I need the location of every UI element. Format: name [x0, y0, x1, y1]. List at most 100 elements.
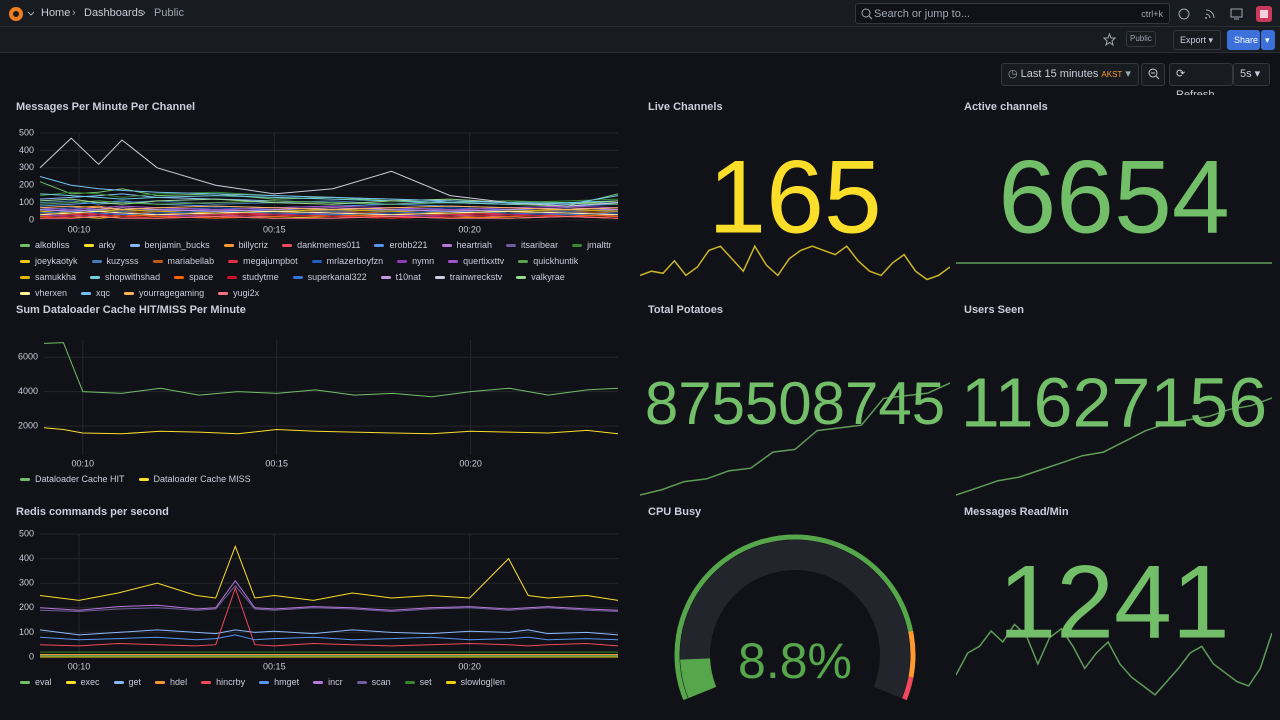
legend-item[interactable]: space: [174, 271, 213, 283]
legend-item[interactable]: yourragegaming: [124, 287, 204, 299]
breadcrumb[interactable]: Dashboards: [84, 7, 144, 19]
legend-item[interactable]: valkyrae: [516, 271, 565, 283]
legend-item[interactable]: vherxen: [20, 287, 67, 299]
legend-swatch: [441, 243, 452, 247]
x-tick-label: 00:15: [263, 224, 286, 234]
legend-label: get: [128, 677, 142, 687]
legend-swatch: [313, 680, 324, 684]
refresh-interval[interactable]: 5s ▾: [1233, 63, 1270, 86]
legend-item[interactable]: Dataloader Cache MISS: [138, 473, 251, 485]
share-menu[interactable]: ▾: [1261, 30, 1275, 50]
y-tick-label: 6000: [18, 352, 38, 362]
legend-item[interactable]: set: [404, 676, 432, 688]
refresh-button[interactable]: ⟳ Refresh: [1169, 63, 1233, 101]
y-tick-label: 200: [19, 602, 34, 612]
legend-item[interactable]: arky: [83, 239, 116, 251]
legend-item[interactable]: samukkha: [20, 271, 76, 283]
panel: 2000 4000 6000 00:10 00:15 00:20 Sum Dataloade…: [8, 298, 636, 498]
stat-value: 165: [708, 139, 882, 255]
legend-label: hmget: [274, 677, 300, 687]
breadcrumb[interactable]: Public: [154, 7, 184, 19]
legend-label: shopwithshad: [105, 272, 161, 282]
legend-item[interactable]: t10nat: [380, 271, 421, 283]
stat-value: 11627156: [961, 363, 1267, 441]
legend-label: heartriah: [456, 240, 493, 250]
legend-item[interactable]: shopwithshad: [90, 271, 160, 283]
series-line: [39, 584, 619, 613]
legend-item[interactable]: mrlazerboyfzn: [311, 255, 384, 267]
stat-value: 1241: [998, 544, 1229, 660]
legend-item[interactable]: hdel: [155, 676, 187, 688]
toolbar: Public Export ▾ Share ▾: [0, 27, 1280, 53]
time-range-picker[interactable]: ◷ Last 15 minutes AKST ▾: [1001, 63, 1139, 86]
x-tick-label: 00:10: [72, 458, 95, 468]
legend-item[interactable]: jmalttr: [572, 239, 612, 251]
legend-item[interactable]: nymn: [397, 255, 434, 267]
y-tick-label: 500: [19, 528, 34, 538]
legend-item[interactable]: hmget: [259, 676, 299, 688]
zoom-icon: [1148, 68, 1160, 80]
legend-item[interactable]: erobb221: [374, 239, 428, 251]
legend-item[interactable]: xqc: [81, 287, 110, 299]
legend-label: mariabellab: [167, 256, 215, 266]
x-tick-label: 00:20: [458, 224, 481, 234]
legend-item[interactable]: quickhuntik: [518, 255, 578, 267]
sparkline: [956, 623, 1272, 696]
gauge-track: [680, 540, 910, 699]
legend-item[interactable]: exec: [65, 676, 100, 688]
legend-item[interactable]: megajumpbot: [228, 255, 298, 267]
legend-item[interactable]: yugi2x: [218, 287, 259, 299]
legend-item[interactable]: quertixxttv: [448, 255, 504, 267]
legend-item[interactable]: incr: [313, 676, 343, 688]
sparkline: [956, 397, 1272, 496]
legend-label: hdel: [170, 677, 188, 687]
logo[interactable]: [8, 5, 34, 23]
legend-label: hincrby: [216, 677, 246, 687]
panel: 8.8% CPU Busy: [640, 500, 950, 700]
legend-item[interactable]: kuzysss: [91, 255, 139, 267]
x-tick-label: 00:20: [458, 661, 481, 671]
panel-chart: 11627156: [956, 363, 1272, 496]
legend-item[interactable]: joeykaotyk: [20, 255, 78, 267]
series-line: [39, 214, 619, 219]
share-button[interactable]: Share: [1227, 30, 1260, 50]
legend-item[interactable]: Dataloader Cache HIT: [20, 473, 125, 485]
legend-item[interactable]: billycriz: [223, 239, 268, 251]
legend-item[interactable]: superkanal322: [292, 271, 367, 283]
legend-item[interactable]: scan: [356, 676, 391, 688]
legend-item[interactable]: studytme: [227, 271, 279, 283]
panel-title: Redis commands per second: [16, 506, 169, 518]
legend-item[interactable]: eval: [20, 676, 52, 688]
legend-swatch: [292, 275, 303, 279]
legend-label: mrlazerboyfzn: [326, 256, 384, 266]
legend-swatch: [83, 243, 94, 247]
legend-item[interactable]: get: [113, 676, 142, 688]
legend-item[interactable]: hincrby: [201, 676, 245, 688]
legend-item[interactable]: heartriah: [441, 239, 493, 251]
nav-icons[interactable]: [1176, 6, 1272, 22]
legend-item[interactable]: mariabellab: [152, 255, 215, 267]
export-button[interactable]: Export ▾: [1173, 30, 1221, 50]
threshold-arc: [902, 676, 914, 700]
legend-item[interactable]: slowlog|len: [445, 676, 505, 688]
legend-item[interactable]: itsaribear: [506, 239, 558, 251]
star-icon[interactable]: [1103, 33, 1116, 46]
legend-label: jmalttr: [587, 240, 612, 250]
series-line: [39, 629, 619, 636]
series-line: [39, 176, 619, 205]
legend-item[interactable]: alkobliss: [20, 239, 70, 251]
legend-swatch: [81, 291, 92, 295]
legend-swatch: [124, 291, 135, 295]
legend-item[interactable]: dankmemes011: [282, 239, 360, 251]
search-box[interactable]: Search or jump to... ctrl+k: [855, 3, 1170, 24]
x-tick-label: 00:10: [68, 224, 91, 234]
y-tick-label: 200: [19, 180, 34, 190]
panel-title: Live Channels: [648, 101, 723, 113]
legend-swatch: [282, 243, 293, 247]
zoom-out-button[interactable]: [1141, 63, 1165, 86]
legend-swatch: [228, 259, 239, 263]
legend-item[interactable]: trainwreckstv: [434, 271, 502, 283]
legend-label: joeykaotyk: [35, 256, 78, 266]
breadcrumb[interactable]: Home: [41, 7, 71, 19]
legend-item[interactable]: benjamin_bucks: [129, 239, 210, 251]
